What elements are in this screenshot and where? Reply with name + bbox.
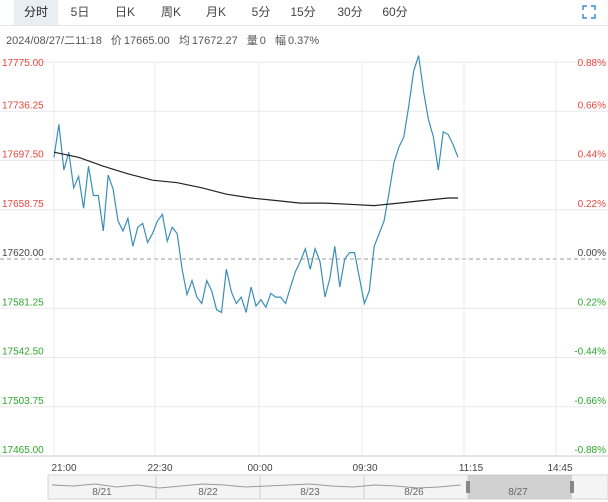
tab-30-min[interactable]: 30分 xyxy=(337,5,363,19)
pct-tick-label: -0.44% xyxy=(574,347,606,358)
expand-icon[interactable] xyxy=(582,5,596,19)
pct-tick-label: -0.66% xyxy=(574,396,606,407)
tab-weekly-k[interactable]: 周K xyxy=(160,5,181,19)
x-tick-label: 00:00 xyxy=(247,463,272,474)
pct-tick-label: 0.88% xyxy=(578,58,606,69)
y-tick-label: 17581.25 xyxy=(2,297,44,308)
pct-tick-label: 0.22% xyxy=(578,199,606,210)
y-tick-label: 17503.75 xyxy=(2,396,44,407)
avg-value: 17672.27 xyxy=(191,35,238,47)
overview-mini-line xyxy=(51,483,461,489)
x-tick-label: 21:00 xyxy=(51,463,76,474)
price-label: 价 xyxy=(110,35,122,47)
tab-monthly-k[interactable]: 月K xyxy=(205,5,226,19)
y-tick-label: 17736.25 xyxy=(2,100,44,111)
pct-tick-label: -0.88% xyxy=(574,445,606,456)
volume-label: 量 xyxy=(246,35,258,47)
avg-label: 均 xyxy=(178,35,190,47)
price-line xyxy=(53,55,459,314)
change-value: 0.37% xyxy=(287,35,320,47)
x-tick-label: 09:30 xyxy=(352,463,377,474)
y-tick-label: 17775.00 xyxy=(2,58,44,69)
overview-selection xyxy=(468,475,572,499)
tab-5-min[interactable]: 5分 xyxy=(251,5,271,19)
tab-daily-k[interactable]: 日K xyxy=(114,5,135,19)
avg-price-line xyxy=(53,151,458,207)
overview-date-label: 8/22 xyxy=(198,487,218,498)
volume-value: 0 xyxy=(259,35,266,47)
tab-15-min[interactable]: 15分 xyxy=(290,5,316,19)
pct-tick-label: 0.66% xyxy=(578,100,606,111)
pct-tick-label: 0.22% xyxy=(578,297,606,308)
x-tick-label: 22:30 xyxy=(147,463,172,474)
y-tick-label: 17697.50 xyxy=(2,150,44,161)
y-tick-label: 17658.75 xyxy=(2,199,44,210)
y-tick-label: 17620.00 xyxy=(2,248,44,259)
overview-date-label: 8/21 xyxy=(92,487,112,498)
y-tick-label: 17465.00 xyxy=(2,445,44,456)
x-tick-label: 14:45 xyxy=(547,463,572,474)
pct-tick-label: 0.00% xyxy=(578,248,606,259)
tab-60-min[interactable]: 60分 xyxy=(382,5,408,19)
quote-datetime: 2024/08/27/二11:18 xyxy=(6,35,102,47)
x-tick-label: 11:15 xyxy=(459,463,484,474)
left-handle-icon[interactable] xyxy=(466,481,470,493)
tab-5-day[interactable]: 5日 xyxy=(70,5,90,19)
y-tick-label: 17542.50 xyxy=(2,347,44,358)
overview-date-label: 8/23 xyxy=(300,487,320,498)
period-tab-bar: 分时 5日 日K 周K 月K 5分 15分 30分 60分 xyxy=(0,0,608,26)
pct-tick-label: 0.44% xyxy=(578,150,606,161)
change-label: 幅 xyxy=(274,35,286,47)
overview-date-label: 8/26 xyxy=(404,487,424,498)
tab-time-share[interactable]: 分时 xyxy=(14,0,58,25)
price-value: 17665.00 xyxy=(123,35,170,47)
overview-date-label: 8/27 xyxy=(508,487,528,498)
right-handle-icon[interactable] xyxy=(570,481,574,493)
